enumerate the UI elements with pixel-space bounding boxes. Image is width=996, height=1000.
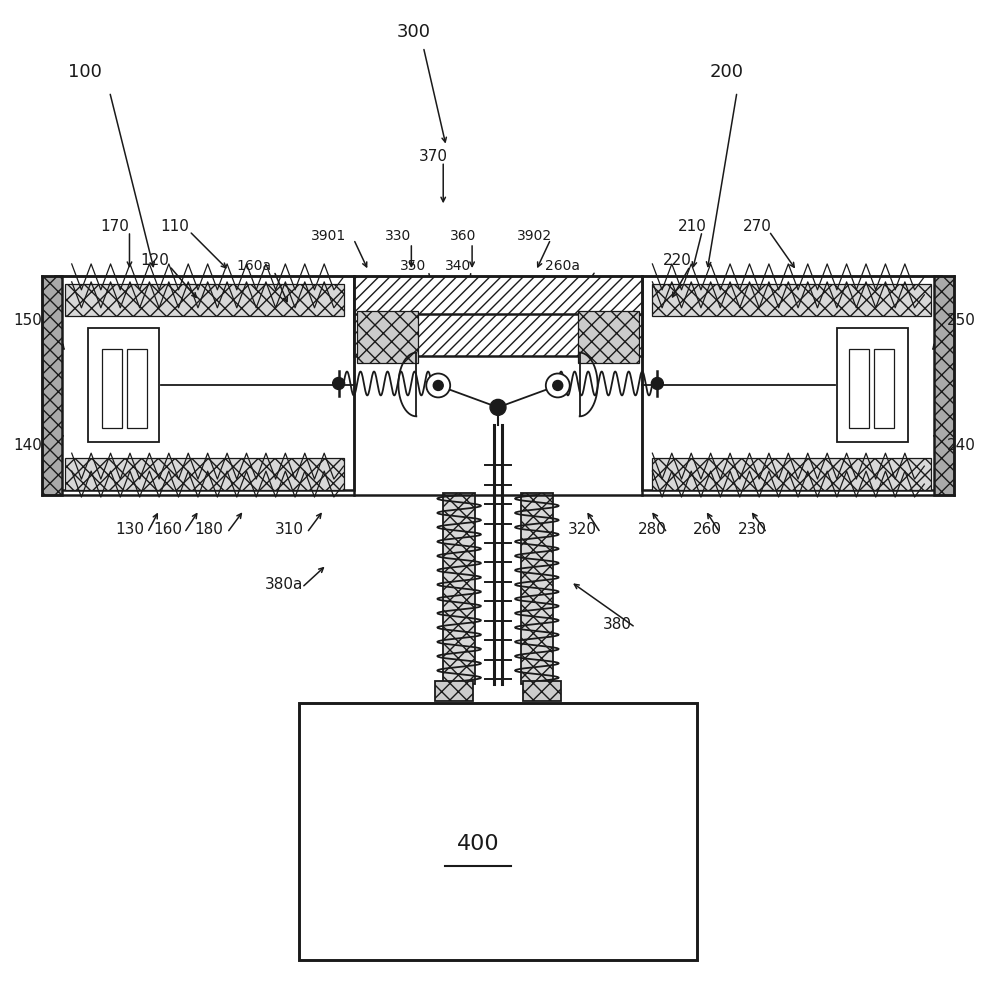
Text: 330: 330	[385, 229, 411, 243]
Circle shape	[651, 377, 663, 389]
Text: 180: 180	[195, 522, 223, 537]
Circle shape	[426, 374, 450, 397]
Bar	[88, 328, 159, 442]
Bar	[55, 276, 354, 490]
Circle shape	[433, 380, 443, 390]
Text: 110: 110	[160, 219, 188, 234]
Text: 3901: 3901	[311, 229, 347, 243]
Text: 130: 130	[115, 522, 144, 537]
Text: 160: 160	[152, 522, 182, 537]
Text: 360: 360	[450, 229, 476, 243]
Text: 220: 220	[663, 253, 691, 268]
Text: 230: 230	[737, 522, 767, 537]
Text: 280: 280	[638, 522, 666, 537]
Text: 270: 270	[743, 219, 771, 234]
Text: 3902: 3902	[517, 229, 553, 243]
Bar	[523, 681, 561, 701]
Bar	[357, 311, 418, 363]
Text: 240: 240	[947, 438, 975, 453]
Bar	[435, 681, 473, 701]
Circle shape	[333, 377, 345, 389]
Text: 340: 340	[445, 259, 471, 273]
Text: 250: 250	[947, 313, 975, 328]
Text: 300: 300	[396, 23, 430, 41]
Text: 320: 320	[568, 522, 598, 537]
Bar	[354, 314, 642, 356]
Text: 120: 120	[140, 253, 168, 268]
Text: 380a: 380a	[265, 577, 303, 592]
Text: 210: 210	[678, 219, 706, 234]
Bar	[652, 284, 931, 316]
Text: 350: 350	[400, 259, 426, 273]
Bar	[42, 276, 62, 495]
Bar	[642, 276, 941, 490]
Bar	[837, 328, 908, 442]
Bar	[934, 276, 954, 495]
Text: 200: 200	[710, 63, 744, 81]
Text: 380: 380	[603, 617, 632, 632]
Bar	[652, 458, 931, 490]
Bar	[127, 349, 147, 428]
Bar	[299, 703, 697, 960]
Bar	[521, 493, 553, 684]
Bar	[65, 284, 344, 316]
Text: 310: 310	[274, 522, 304, 537]
Text: 400: 400	[457, 834, 499, 854]
Text: 260: 260	[692, 522, 722, 537]
Text: 260a: 260a	[545, 259, 581, 273]
Text: 170: 170	[101, 219, 128, 234]
Text: 100: 100	[68, 63, 102, 81]
Bar	[578, 311, 639, 363]
Circle shape	[490, 399, 506, 415]
Bar	[65, 458, 344, 490]
Bar	[354, 276, 642, 316]
Text: 370: 370	[418, 149, 448, 164]
Text: 160a: 160a	[236, 259, 272, 273]
Bar	[102, 349, 122, 428]
Text: 150: 150	[14, 313, 42, 328]
Text: 140: 140	[14, 438, 42, 453]
Circle shape	[553, 380, 563, 390]
Bar	[443, 493, 475, 684]
Bar	[849, 349, 869, 428]
Circle shape	[546, 374, 570, 397]
Bar	[874, 349, 894, 428]
